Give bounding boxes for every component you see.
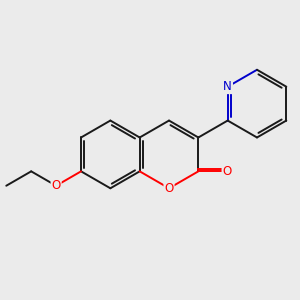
Text: O: O: [164, 182, 174, 195]
Text: N: N: [223, 80, 232, 93]
Text: O: O: [223, 165, 232, 178]
Text: O: O: [52, 179, 61, 192]
